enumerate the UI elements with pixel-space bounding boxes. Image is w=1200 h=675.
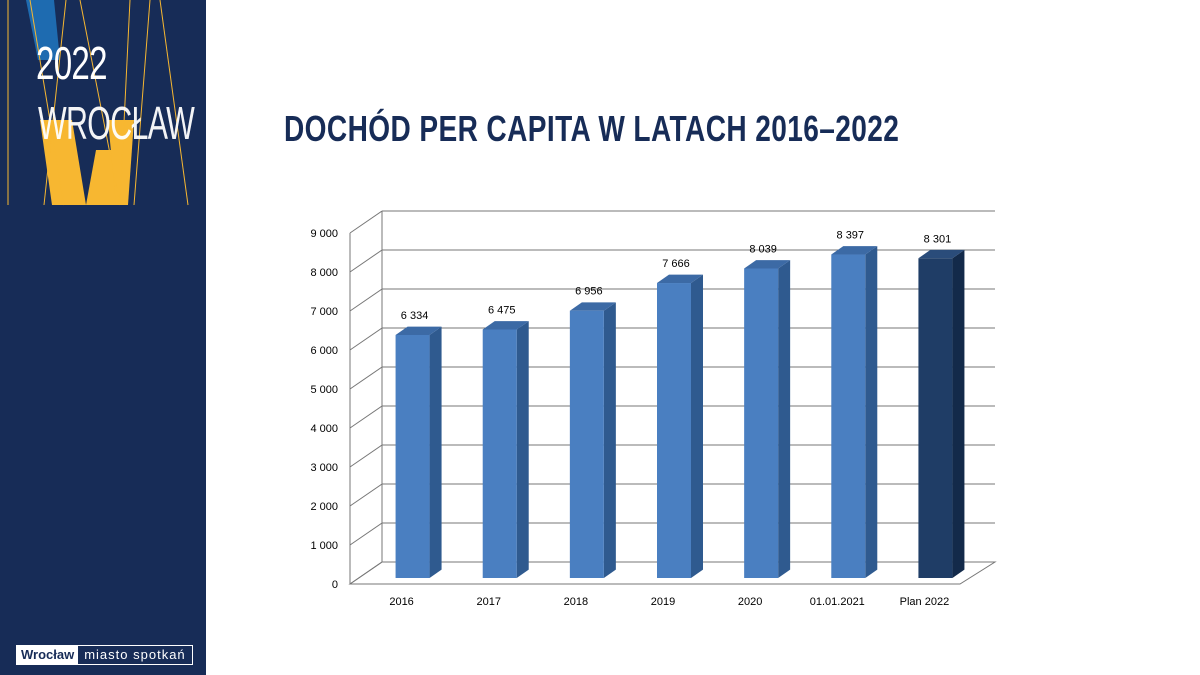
bar-top [918,249,965,259]
bar-top [482,321,529,330]
gridline-diagonal [349,327,383,351]
logo-line-6 [133,0,151,206]
bar-side [516,321,529,578]
bar-side [429,326,442,578]
logo-w-left [40,120,86,205]
logo-line-3 [43,0,67,206]
logo-year: 2022 [36,37,108,89]
data-label: 8 397 [837,230,865,242]
data-label: 8 039 [749,243,777,255]
logo-line-7 [159,0,189,206]
bar [744,268,779,578]
y-tick-label: 8 000 [310,267,338,279]
bar [918,258,953,578]
data-label: 7 666 [662,258,690,270]
bar-top [831,246,878,255]
y-tick-label: 4 000 [310,423,338,435]
logo-line-2 [29,0,65,206]
bar [831,254,866,578]
logo-graphic [7,0,189,206]
gridline-diagonal [349,483,383,507]
bar [569,310,604,578]
bar-side [691,274,703,578]
bar-top [744,260,791,269]
data-label: 6 956 [575,286,603,298]
x-tick-label: 2019 [651,596,675,608]
x-tick-label: 01.01.2021 [810,596,865,608]
x-tick-label: Plan 2022 [900,596,950,608]
data-label: 8 301 [924,233,952,245]
data-label: 6 334 [401,310,429,322]
bar-side [865,246,878,578]
slide-title: DOCHÓD PER CAPITA W LATACH 2016–2022 [284,108,900,149]
y-tick-label: 1 000 [310,540,338,552]
logo-blue-stroke [26,0,60,60]
gridline-diagonal [349,444,383,468]
bar-side [603,302,616,578]
gridline-diagonal [349,522,383,546]
bar [482,329,517,578]
gridline-diagonal [349,405,383,429]
x-tick-label: 2018 [564,596,588,608]
gridline-diagonal [349,366,383,390]
bar-side [952,249,965,578]
logo-w-right [108,120,134,205]
bar [395,334,430,578]
y-tick-label: 2 000 [310,501,338,513]
y-tick-label: 5 000 [310,384,338,396]
brand-badge: Wrocław miasto spotkań [16,645,193,665]
gridline-diagonal [349,561,383,585]
bar-top [657,274,703,284]
bar-top [569,302,616,311]
data-label: 6 475 [488,304,516,316]
logo-line-5 [119,0,131,206]
gridline-diagonal [349,210,383,234]
y-tick-label: 7 000 [310,306,338,318]
brand-tagline: miasto spotkań [84,647,186,662]
sidebar: 2022 WROCŁAW Wrocław miasto spotkań [0,0,206,675]
logo-line-4 [79,0,121,206]
x-tick-label: 2017 [476,596,500,608]
bar-side [778,260,791,578]
bar-top [395,326,442,335]
y-tick-label: 6 000 [310,345,338,357]
y-tick-label: 9 000 [310,228,338,240]
x-tick-label: 2020 [738,596,762,608]
brand-city: Wrocław [17,646,79,664]
y-tick-label: 0 [332,579,338,591]
gridline-diagonal [349,288,383,312]
bar [657,283,691,578]
x-tick-label: 2016 [389,596,413,608]
gridline-diagonal [349,249,383,273]
y-tick-label: 3 000 [310,462,338,474]
logo-city: WROCŁAW [38,97,195,149]
